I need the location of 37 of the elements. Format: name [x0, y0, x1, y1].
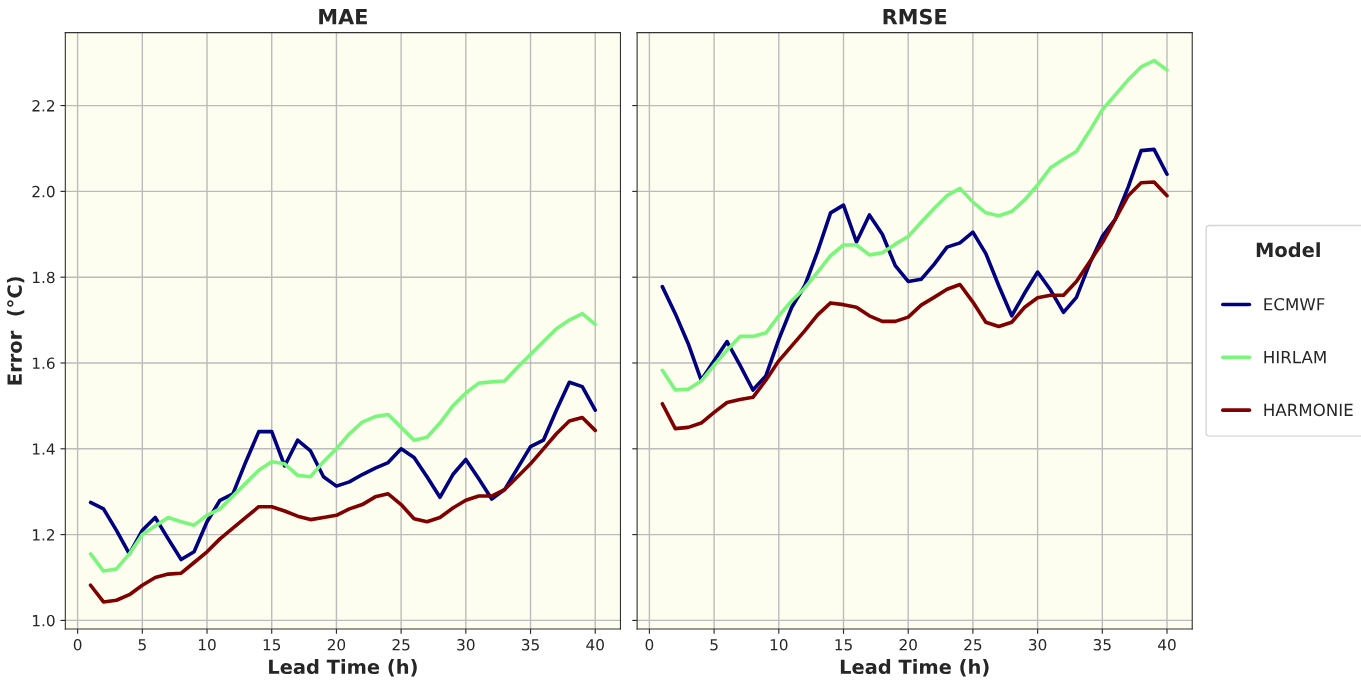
line-series	[88, 415, 598, 604]
x-tick-label: 30	[457, 638, 475, 651]
x-tick-label: 40	[586, 638, 604, 651]
chart-title: MAE	[319, 9, 367, 25]
line-series	[88, 311, 598, 573]
x-tick-label: 15	[263, 639, 281, 651]
x-tick-label: 5	[138, 639, 146, 651]
x-tick-label: 10	[770, 638, 788, 651]
x-tick-label: 20	[327, 638, 346, 651]
x-axis-title: Lead Time (h)	[269, 659, 417, 677]
x-tick-label: 25	[964, 638, 982, 651]
legend-label: HIRLAM	[1264, 351, 1326, 364]
x-tick-label: 0	[73, 638, 82, 651]
x-tick-label: 35	[521, 638, 539, 651]
legend-label: HARMONIE	[1264, 403, 1353, 417]
x-tick-label: 15	[835, 639, 852, 651]
y-tick-label: 1.4	[32, 443, 55, 455]
y-tick-label: 1.6	[32, 357, 55, 370]
x-tick-label: 30	[1029, 638, 1047, 651]
y-tick-label: 1.0	[32, 614, 55, 627]
x-tick-label: 10	[198, 638, 216, 651]
x-tick-label: 5	[710, 639, 718, 651]
y-tick-label: 2.2	[32, 100, 55, 112]
legend-label: ECMWF	[1264, 297, 1325, 311]
x-axis-title: Lead Time (h)	[840, 659, 989, 677]
x-tick-label: 35	[1093, 638, 1111, 651]
chart-title: RMSE	[883, 8, 947, 25]
x-tick-label: 40	[1158, 638, 1176, 651]
y-tick-label: 1.8	[32, 271, 55, 284]
line-series	[88, 380, 598, 562]
x-tick-label: 0	[645, 638, 654, 651]
x-tick-label: 20	[899, 638, 917, 651]
legend-title: Model	[1256, 242, 1320, 258]
y-tick-label: 1.2	[32, 529, 55, 541]
x-tick-label: 25	[392, 638, 410, 651]
y-tick-label: 2.0	[32, 185, 55, 198]
y-axis-title: Error (°C)	[6, 277, 25, 385]
